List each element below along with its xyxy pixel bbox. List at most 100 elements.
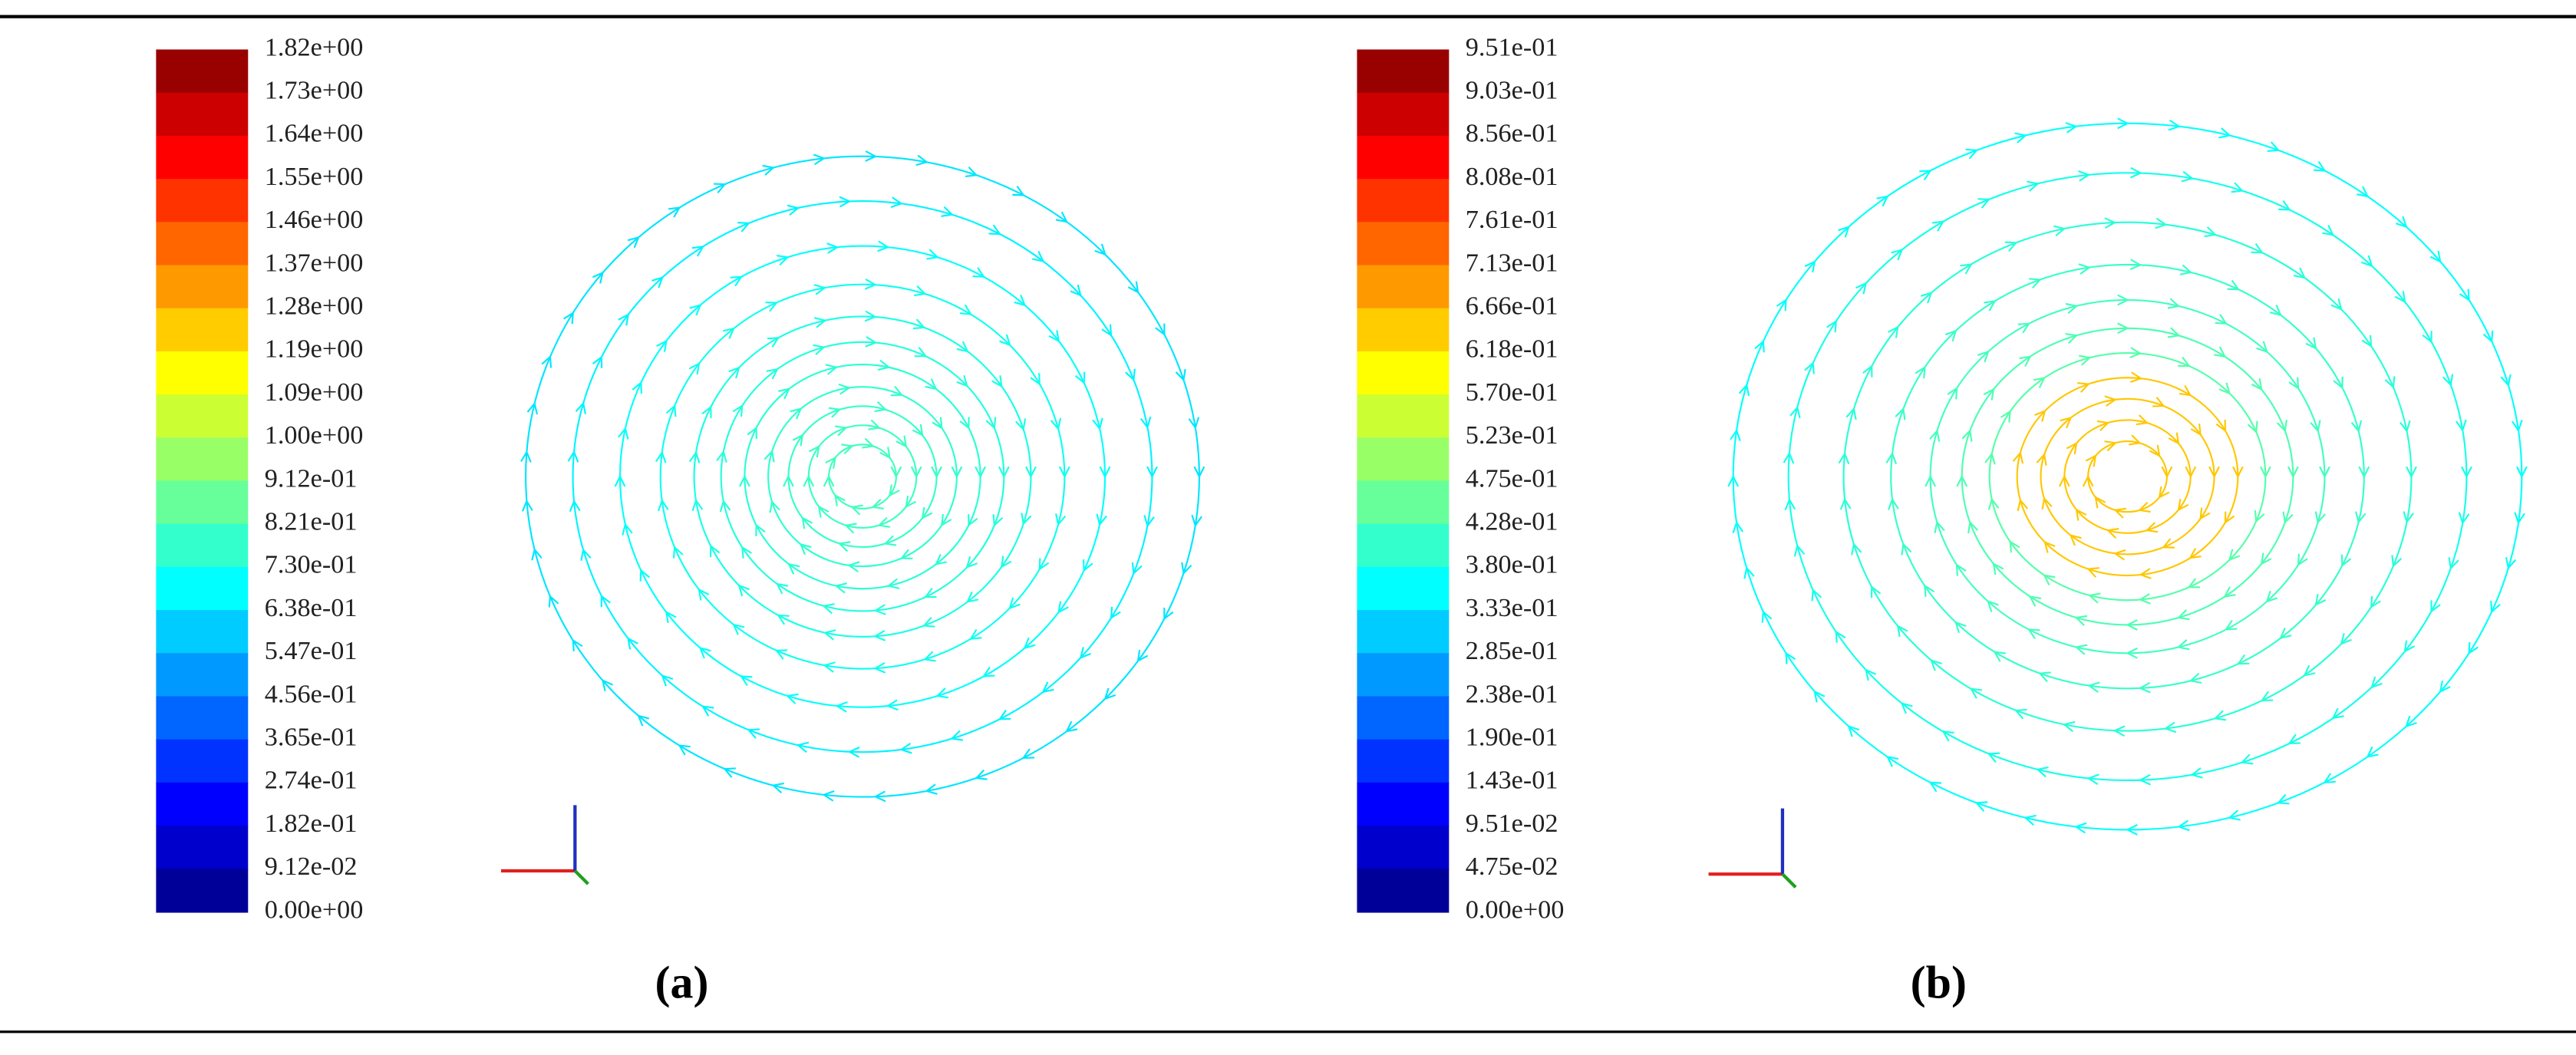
vector-arrow [1992, 562, 2004, 575]
vector-arrow [1789, 405, 1801, 419]
vector-arrow [1048, 330, 1060, 343]
vector-arrow [864, 310, 877, 322]
streamline [767, 386, 958, 568]
vector-arrow [2350, 420, 2363, 434]
vector-arrow [865, 150, 878, 162]
colorbar-label: 5.23e-01 [1466, 420, 1558, 450]
vector-arrow [2247, 420, 2258, 434]
vector-arrow [799, 542, 812, 556]
vector-arrow [2293, 267, 2307, 279]
vector-arrow [774, 649, 788, 660]
vector-arrow [2168, 432, 2180, 445]
vector-arrow [1969, 687, 1983, 699]
vector-arrow [766, 368, 779, 380]
vector-arrow [975, 466, 986, 479]
vector-arrow [526, 401, 539, 415]
vector-arrow [877, 359, 891, 371]
vector-arrow [767, 337, 780, 348]
vector-arrow [739, 675, 753, 687]
colorbar-label: 1.73e+00 [265, 76, 364, 105]
colorbar-label: 8.56e-01 [1466, 119, 1558, 148]
vector-arrow [1955, 563, 1967, 576]
vector-arrow [965, 166, 978, 177]
vector-arrow [2224, 619, 2238, 631]
vector-arrow [728, 366, 740, 379]
vector-arrow [1175, 368, 1186, 382]
colorbar-band [1357, 394, 1450, 439]
vector-arrow [835, 701, 848, 713]
vector-arrow [2322, 224, 2335, 236]
vector-arrow [541, 354, 552, 368]
vector-arrow [592, 271, 604, 284]
vector-arrow [2176, 639, 2190, 651]
vector-arrow [968, 514, 978, 527]
vector-arrow [1984, 300, 1997, 312]
vector-arrow [1785, 651, 1796, 664]
vector-arrow [985, 417, 997, 430]
vector-arrow [2314, 593, 2327, 607]
vector-arrow [1941, 730, 1954, 742]
vector-arrow [1804, 260, 1816, 273]
vector-arrow [2086, 567, 2099, 578]
vector-arrow [2448, 557, 2459, 570]
vector-arrow [975, 769, 988, 780]
colorbar-band [156, 308, 249, 352]
vector-arrow [2185, 466, 2197, 479]
vector-arrow [883, 535, 897, 546]
vector-arrow [2515, 466, 2528, 479]
vector-arrow [2240, 753, 2254, 765]
vector-arrow [2458, 512, 2470, 525]
vector-arrow [2512, 420, 2523, 433]
vector-arrow [575, 401, 586, 414]
vector-arrow [2456, 419, 2467, 433]
vector-arrow [2505, 556, 2517, 570]
vector-arrow [873, 661, 886, 674]
vector-arrow [2251, 378, 2263, 391]
streamline [1988, 351, 2267, 602]
vector-arrow [2161, 466, 2173, 479]
vector-arrow [2163, 721, 2177, 734]
streamline [2016, 377, 2239, 577]
colorbar-label: 0.00e+00 [1466, 895, 1565, 924]
vector-arrow [1079, 647, 1091, 660]
vector-arrow [716, 450, 727, 463]
vector-arrow [2149, 444, 2161, 458]
vector-arrow [2117, 117, 2129, 130]
vector-arrow [2168, 119, 2181, 131]
vector-arrow [899, 742, 912, 754]
vector-arrow [1944, 329, 1958, 342]
vector-arrow [890, 196, 904, 208]
colorbar-band [156, 49, 249, 94]
colorbar-band [156, 92, 249, 137]
vector-arrow [873, 604, 886, 615]
colorbar-band [1357, 782, 1450, 827]
vector-arrow [834, 425, 848, 437]
vector-arrow [1811, 588, 1822, 602]
colorbar-band [1357, 696, 1450, 740]
vector-arrow [890, 385, 904, 397]
vector-arrow [956, 341, 969, 353]
colorbar-label: 6.18e-01 [1466, 335, 1558, 364]
vector-arrow [2060, 417, 2073, 429]
vector-arrow [1915, 365, 1926, 379]
vector-arrow [689, 304, 702, 316]
vector-arrow [1930, 659, 1942, 671]
vector-arrow [614, 474, 626, 487]
colorbar-band [1357, 179, 1450, 223]
vector-arrow [2027, 628, 2040, 640]
vector-arrow [2085, 454, 2097, 467]
axis-y [573, 869, 589, 885]
vector-arrow [2014, 708, 2027, 720]
vector-arrow [1082, 559, 1093, 572]
vector-arrow [672, 546, 684, 559]
vector-arrow [1181, 562, 1192, 575]
vector-arrow [618, 313, 630, 326]
colorbar-band [1357, 49, 1450, 94]
vector-arrow [2276, 793, 2290, 805]
colorbar-label: 4.75e-02 [1466, 852, 1558, 881]
vector-arrow [2129, 259, 2142, 271]
colorbar-label: 1.37e+00 [265, 248, 364, 277]
vector-arrow [796, 741, 810, 753]
vector-arrow [865, 336, 878, 348]
vector-arrow [2287, 734, 2301, 745]
